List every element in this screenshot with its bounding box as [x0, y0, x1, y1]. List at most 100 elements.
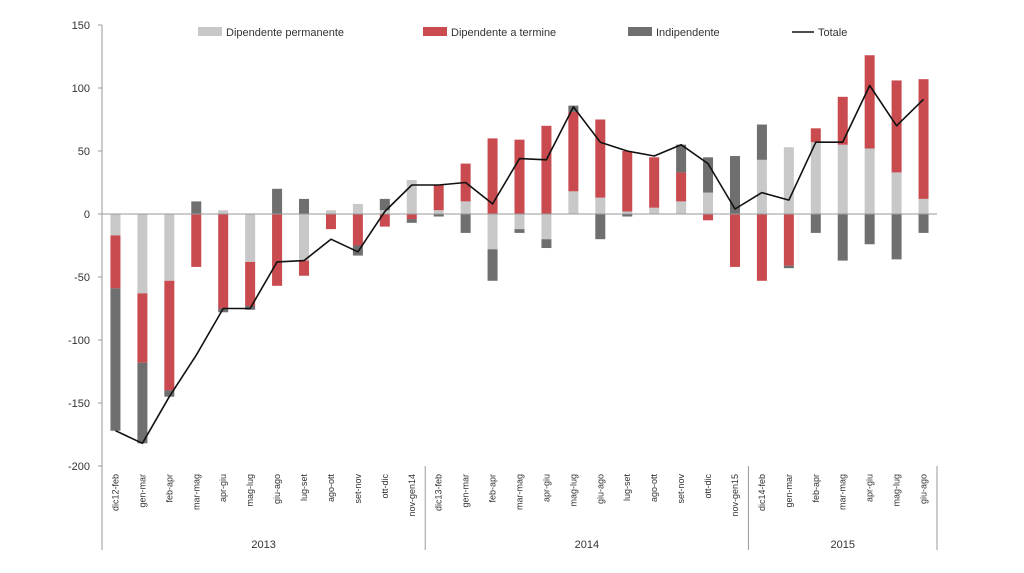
legend-label: Dipendente a termine	[451, 27, 556, 39]
bar-series-3	[783, 265, 794, 269]
x-tick-label: dic12-feb	[111, 474, 121, 511]
bar-series-3	[191, 201, 202, 214]
bar-series-2	[487, 138, 498, 214]
bar-series-3	[729, 156, 740, 214]
bar-series-2	[245, 261, 256, 306]
bar-series-2	[272, 214, 283, 286]
bar-series-1	[218, 210, 229, 214]
bar-series-1	[460, 201, 471, 214]
bar-series-3	[568, 105, 579, 112]
y-tick-label: -200	[68, 461, 90, 473]
bar-series-1	[299, 214, 310, 261]
bar-series-3	[164, 390, 175, 397]
x-tick-label: gen-mar	[137, 474, 147, 508]
bar-series-3	[756, 124, 767, 160]
x-tick-label: mar-mag	[191, 474, 201, 510]
x-tick-label: mag-lug	[568, 474, 578, 507]
x-tick-label: set-nov	[353, 474, 363, 504]
bar-series-1	[110, 214, 121, 236]
bars	[102, 55, 937, 444]
bar-series-3	[703, 157, 714, 193]
bar-series-2	[810, 128, 821, 143]
bar-series-3	[406, 219, 417, 223]
bar-series-1	[864, 148, 875, 214]
bar-series-1	[676, 201, 687, 214]
x-tick-label: ago-ott	[649, 474, 659, 503]
bar-series-2	[622, 151, 633, 212]
x-tick-label: ott-dic	[703, 474, 713, 499]
x-tick-label: mar-mag	[838, 474, 848, 510]
bar-series-3	[460, 214, 471, 233]
x-axis: dic12-feb gen-mar feb-apr mar-mag apr-giu mag…	[101, 466, 938, 551]
y-axis: 150 100 50 0 -50 -100 -150 -200	[68, 20, 103, 473]
bar-series-1	[595, 197, 606, 214]
bar-series-2	[541, 125, 552, 214]
bar-series-3	[622, 214, 633, 217]
legend-label: Indipendente	[656, 27, 720, 39]
bar-series-3	[918, 214, 929, 233]
x-tick-label: giu-ago	[272, 474, 282, 504]
bar-series-2	[406, 214, 417, 220]
bar-series-3	[487, 249, 498, 281]
x-tick-label: mar-mag	[515, 474, 525, 510]
bar-series-2	[191, 214, 202, 267]
legend-label: Totale	[818, 27, 847, 39]
x-tick-label: apr-giu	[218, 474, 228, 502]
x-tick-label: lug-set	[299, 474, 309, 502]
bar-series-2	[137, 293, 148, 363]
x-tick-label: nov-gen15	[730, 474, 740, 517]
x-tick-label: ott-dic	[380, 474, 390, 499]
bar-series-1	[891, 172, 902, 214]
bar-series-1	[756, 159, 767, 214]
year-label: 2014	[575, 539, 599, 551]
x-tick-label: giu-ago	[595, 474, 605, 504]
total-series	[115, 84, 925, 445]
legend-label: Dipendente permanente	[226, 27, 344, 39]
y-tick-label: 150	[72, 20, 90, 32]
bar-series-3	[837, 214, 848, 261]
x-tick-label: feb-apr	[811, 474, 821, 503]
x-tick-label: feb-apr	[164, 474, 174, 503]
bar-series-1	[514, 214, 525, 230]
x-tick-label: set-nov	[676, 474, 686, 504]
bar-series-3	[864, 214, 875, 245]
bar-series-2	[756, 214, 767, 281]
legend-swatch	[198, 27, 222, 36]
x-tick-label: apr-giu	[865, 474, 875, 502]
y-tick-label: -50	[74, 272, 90, 284]
bar-series-2	[164, 280, 175, 391]
bar-series-1	[837, 144, 848, 214]
bar-series-1	[487, 214, 498, 250]
bar-series-2	[568, 111, 579, 192]
bar-series-1	[245, 214, 256, 262]
bar-series-3	[891, 214, 902, 260]
bar-series-3	[810, 214, 821, 233]
bar-series-3	[676, 144, 687, 173]
bar-series-2	[837, 96, 848, 145]
y-tick-label: 50	[78, 146, 90, 158]
bar-series-3	[272, 188, 283, 214]
bar-series-3	[299, 198, 310, 214]
y-tick-label: 0	[84, 209, 90, 221]
bar-series-1	[649, 207, 660, 214]
x-tick-label: lug-set	[622, 474, 632, 502]
bar-series-3	[514, 229, 525, 233]
bar-series-1	[352, 203, 363, 214]
x-tick-label: ago-ott	[326, 474, 336, 503]
bar-series-3	[541, 239, 552, 249]
x-tick-label: mag-lug	[245, 474, 255, 507]
bar-series-2	[649, 157, 660, 208]
year-label: 2015	[830, 539, 854, 551]
bar-series-2	[703, 214, 714, 221]
total-line	[115, 84, 925, 445]
bar-series-1	[541, 214, 552, 240]
x-tick-label: gen-mar	[784, 474, 794, 508]
legend-swatch	[423, 27, 447, 36]
bar-series-2	[676, 172, 687, 202]
bar-series-2	[783, 214, 794, 266]
bar-series-2	[864, 55, 875, 149]
y-tick-label: 100	[72, 83, 90, 95]
bar-series-3	[218, 308, 229, 313]
bar-series-1	[164, 214, 175, 281]
